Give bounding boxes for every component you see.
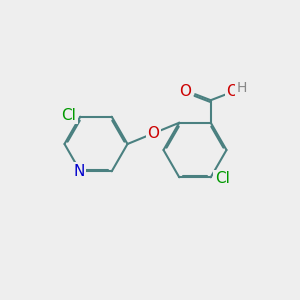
Text: O: O (179, 84, 192, 99)
Text: N: N (73, 164, 84, 179)
Text: H: H (237, 81, 247, 95)
Text: Cl: Cl (215, 171, 230, 186)
Text: O: O (147, 126, 159, 141)
Text: Cl: Cl (61, 108, 76, 123)
Text: O: O (226, 84, 238, 99)
